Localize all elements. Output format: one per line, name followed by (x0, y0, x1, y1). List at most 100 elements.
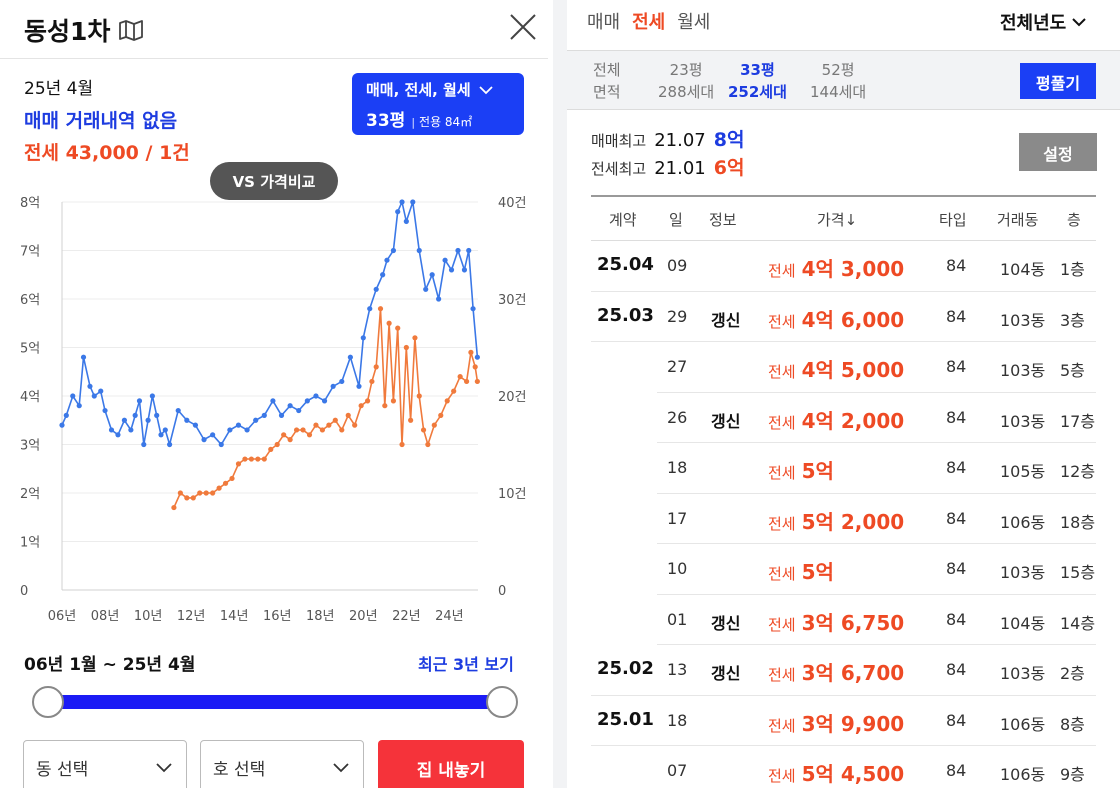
summary-sale: 매매 거래내역 없음 (24, 110, 178, 132)
data-point (229, 475, 235, 482)
area-option-23[interactable]: 23평 288세대 (658, 59, 714, 103)
table-row[interactable]: 10 전세 5억 84 103동 15층 (591, 544, 1096, 595)
table-row[interactable]: 27 전세 4억 5,000 84 103동 5층 (591, 342, 1096, 393)
right-panel: 매매 전세 월세 전체년도 전체 면적 23평 288세대 33평 252세대 … (567, 0, 1120, 788)
table-row[interactable]: 25.04 09 전세 4억 3,000 84 104동 1층 (591, 241, 1096, 292)
contract-day: 09 (667, 256, 688, 275)
building-dong: 106동 (1000, 512, 1046, 532)
data-point (235, 461, 242, 467)
unit-type: 84 (946, 559, 967, 578)
data-point (175, 407, 181, 414)
close-icon[interactable] (508, 12, 538, 42)
recent-3-years-link[interactable]: 최근 3년 보기 (418, 655, 514, 674)
contract-info: 갱신 (711, 411, 741, 431)
deal-type-label: 전세 (768, 363, 796, 381)
table-row[interactable]: 25.03 29 갱신 전세 4억 6,000 84 103동 3층 (591, 292, 1096, 342)
ho-select[interactable]: 호 선택 (200, 740, 364, 788)
table-row[interactable]: 18 전세 5억 84 105동 12층 (591, 443, 1096, 494)
contract-day: 26 (667, 407, 688, 427)
data-point (76, 403, 82, 409)
data-point (244, 427, 250, 433)
th-type[interactable]: 타입 (939, 211, 967, 229)
x-tick-label: 18년 (306, 609, 335, 624)
data-point (248, 456, 254, 462)
y-tick-left: 8억 (20, 196, 40, 211)
data-point (281, 432, 287, 438)
data-point (268, 446, 274, 452)
period-slider-track[interactable] (48, 695, 502, 709)
deal-type-label: 전세 (768, 666, 796, 684)
dong-select[interactable]: 동 선택 (23, 740, 187, 788)
data-point (293, 427, 300, 433)
settings-button[interactable]: 설정 (1019, 133, 1097, 171)
table-row[interactable]: 25.02 13 갱신 전세 3억 6,700 84 103동 2층 (591, 645, 1096, 696)
contract-day: 17 (667, 508, 688, 528)
data-point (369, 378, 375, 385)
th-dong[interactable]: 거래동 (997, 211, 1039, 229)
table-row[interactable]: 01 갱신 전세 3억 6,750 84 104동 14층 (591, 595, 1096, 645)
tab-sale[interactable]: 매매 (587, 12, 621, 33)
y-tick-left: 7억 (20, 245, 40, 260)
map-icon[interactable] (118, 19, 144, 41)
tab-monthly[interactable]: 월세 (677, 12, 711, 33)
dong-select-label: 동 선택 (36, 760, 89, 780)
data-point (326, 422, 332, 428)
data-point (192, 422, 199, 428)
slider-handle-start[interactable] (32, 686, 64, 718)
contract-day: 18 (667, 458, 688, 477)
complex-title: 동성1차 (24, 17, 111, 46)
slider-handle-end[interactable] (486, 686, 518, 718)
table-row[interactable]: 07 전세 5억 4,500 84 106동 9층 (591, 746, 1096, 788)
th-floor[interactable]: 층 (1067, 211, 1081, 229)
data-point (197, 490, 203, 496)
table-row[interactable]: 26 갱신 전세 4억 2,000 84 103동 17층 (591, 393, 1096, 443)
table-row[interactable]: 25.01 18 전세 3억 9,900 84 106동 8층 (591, 696, 1096, 746)
row-divider (591, 341, 1096, 342)
unit-type: 84 (946, 407, 967, 427)
data-point (287, 403, 293, 409)
area-option-bottom: 144세대 (810, 83, 867, 101)
chevron-down-icon (333, 763, 349, 773)
pyeong-expand-button[interactable]: 평풀기 (1020, 63, 1096, 99)
data-point (339, 427, 345, 433)
th-info[interactable]: 정보 (709, 211, 737, 229)
data-point (203, 490, 209, 496)
data-point (429, 272, 435, 278)
max-rent-value: 6억 (713, 157, 745, 179)
price-cell: 전세 5억 (768, 455, 834, 484)
th-price[interactable]: 가격↓ (817, 211, 858, 229)
th-contract[interactable]: 계약 (609, 211, 637, 229)
deal-type-label: 전세 (768, 464, 796, 482)
list-home-button[interactable]: 집 내놓기 (378, 740, 524, 788)
area-option-52[interactable]: 52평 144세대 (810, 59, 866, 103)
th-day[interactable]: 일 (669, 211, 683, 229)
contract-day: 29 (667, 306, 688, 326)
deal-type-label: 전세 (768, 716, 796, 735)
area-option-bottom: 288세대 (658, 83, 715, 101)
data-point (158, 432, 164, 438)
x-tick-label: 06년 (48, 609, 77, 624)
chevron-down-icon (156, 763, 172, 773)
data-point (395, 209, 401, 215)
deal-type-button[interactable]: 매매, 전세, 월세 33평 | 전용 84㎡ (352, 73, 524, 135)
pyeong-label: 33평 (366, 111, 406, 131)
unit-type: 84 (946, 357, 967, 376)
area-label-top: 전체 (593, 61, 621, 79)
data-point (98, 388, 104, 394)
data-point (319, 427, 326, 433)
data-point (287, 437, 293, 443)
floor: 3층 (1060, 310, 1085, 330)
y-tick-left: 3억 (20, 439, 40, 454)
data-point (390, 398, 397, 404)
data-point (261, 412, 267, 418)
data-point (201, 437, 207, 443)
table-row[interactable]: 17 전세 5억 2,000 84 106동 18층 (591, 494, 1096, 544)
floor: 18층 (1060, 512, 1096, 532)
tab-jeonse[interactable]: 전세 (632, 12, 666, 33)
row-divider (657, 644, 1096, 645)
deal-type-label: 전세 (768, 514, 796, 533)
contract-info: 갱신 (711, 310, 741, 330)
year-select[interactable]: 전체년도 (1000, 9, 1086, 35)
area-option-33[interactable]: 33평 252세대 (728, 59, 787, 103)
vs-compare-button[interactable]: VS 가격비교 (210, 162, 338, 200)
